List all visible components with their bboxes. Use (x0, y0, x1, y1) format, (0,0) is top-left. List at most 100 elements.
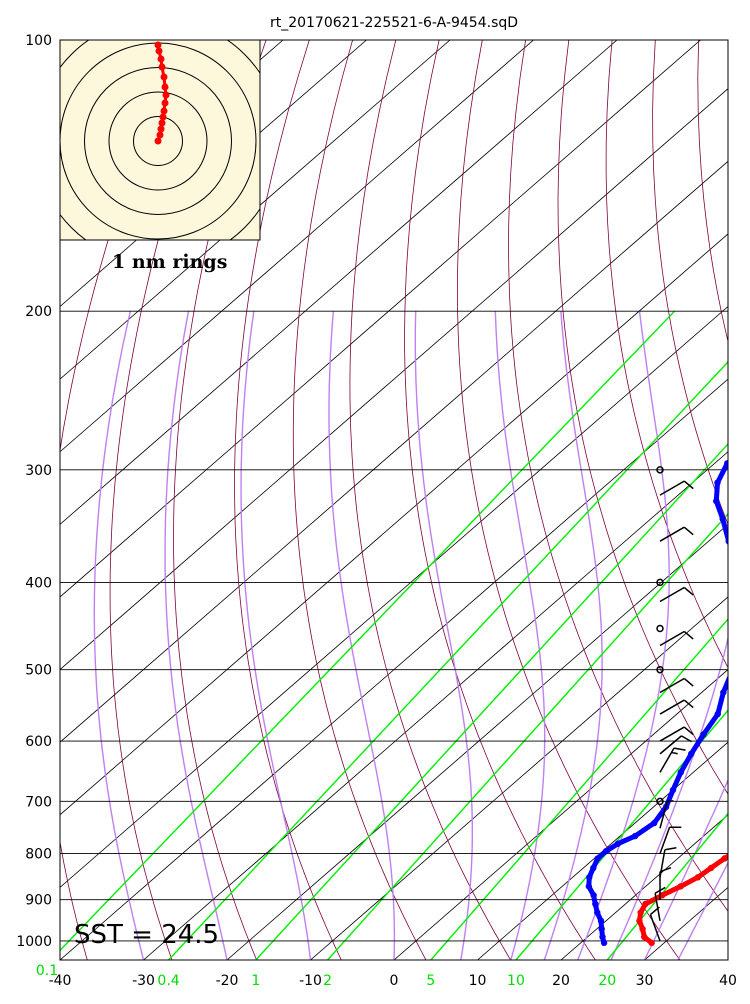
dewpoint-point (678, 769, 684, 775)
hodograph-ring-label: 1 nm rings (112, 251, 227, 273)
pressure-tick-label: 700 (25, 794, 52, 810)
temperature-point (695, 874, 701, 880)
dewpoint-point (715, 711, 721, 717)
temperature-point (636, 918, 642, 924)
mixing-ratio-tick-label: 2 (323, 973, 332, 989)
temperature-tick-label: -10 (299, 973, 322, 989)
dry-adiabat-line (698, 40, 750, 960)
dewpoint-point (590, 865, 596, 871)
hodograph-point (161, 108, 168, 115)
hodograph-point (156, 48, 163, 55)
dry-adiabat-line (742, 40, 750, 960)
hodograph-point (159, 120, 166, 127)
wind-barb (660, 848, 676, 878)
mixing-ratio-line (431, 311, 750, 960)
dry-adiabat-line (293, 40, 426, 960)
hodograph-point (157, 132, 164, 139)
dewpoint-point (651, 820, 657, 826)
temperature-point (641, 934, 647, 940)
dewpoint-point (594, 855, 600, 861)
temperature-point (721, 855, 727, 861)
mixing-ratio-tick-label: 1 (251, 973, 260, 989)
temperature-point (736, 845, 742, 851)
dewpoint-point (725, 538, 731, 544)
hodograph-point (162, 84, 169, 91)
moist-adiabat-line (94, 311, 143, 960)
hodograph-point (158, 126, 165, 133)
temperature-tick-label: 0 (390, 973, 399, 989)
dewpoint-point (603, 848, 609, 854)
dewpoint-point (730, 667, 736, 673)
dry-adiabat-line (457, 40, 680, 960)
temperature-point (637, 909, 643, 915)
wind-barb (660, 631, 693, 645)
dry-adiabat-line (350, 40, 511, 960)
moist-adiabat-line (165, 311, 227, 960)
temperature-tick-label: -20 (216, 973, 239, 989)
dewpoint-point (632, 833, 638, 839)
wind-barb (660, 679, 693, 693)
hodograph-point (155, 138, 162, 145)
dewpoint-point (713, 498, 719, 504)
dewpoint-point (594, 909, 600, 915)
temperature-point (639, 926, 645, 932)
dewpoint-point (724, 460, 730, 466)
dewpoint-point (742, 579, 748, 585)
wind-barb (660, 827, 681, 853)
dewpoint-point (599, 934, 605, 940)
hodograph-point (161, 74, 168, 81)
temperature-point (642, 901, 648, 907)
dewpoint-point (598, 926, 604, 932)
mixing-ratio-tick-label: 0.4 (157, 973, 179, 989)
pressure-tick-label: 100 (25, 33, 52, 49)
pressure-tick-label: 400 (25, 575, 52, 591)
dewpoint-point (714, 479, 720, 485)
temperature-tick-label: 10 (469, 973, 487, 989)
hodograph-point (158, 56, 165, 63)
hodograph-point (162, 100, 169, 107)
dewpoint-point (719, 516, 725, 522)
isotherm-line (311, 40, 750, 960)
isotherm-line (645, 40, 750, 960)
dewpoint-point (601, 940, 607, 946)
isotherm-line (227, 40, 750, 960)
wind-barb (660, 587, 693, 601)
dewpoint-point (720, 689, 726, 695)
mixing-ratio-tick-label: 10 (507, 973, 525, 989)
dewpoint-point (736, 642, 742, 648)
dewpoint-point (586, 874, 592, 880)
dewpoint-point (586, 883, 592, 889)
hodograph-point (155, 42, 162, 49)
dewpoint-point (700, 731, 706, 737)
chart-title: rt_20170621-225521-6-A-9454.sqD (270, 15, 518, 31)
temperature-tick-label: 40 (719, 973, 737, 989)
dewpoint-point (670, 787, 676, 793)
pressure-tick-label: 200 (25, 304, 52, 320)
dewpoint-point (615, 840, 621, 846)
temperature-point (677, 883, 683, 889)
moist-adiabat-line (728, 311, 750, 960)
hodograph-inset (36, 19, 281, 264)
pressure-tick-label: 800 (25, 847, 52, 863)
moist-adiabat-line (578, 311, 670, 960)
hodograph-point (160, 114, 167, 121)
pressure-tick-label: 1000 (16, 934, 52, 950)
mixing-ratio-tick-label: 5 (426, 973, 435, 989)
dry-adiabat-line (405, 40, 596, 960)
dewpoint-point (598, 918, 604, 924)
temperature-trace (639, 429, 750, 943)
pressure-tick-label: 900 (25, 893, 52, 909)
sst-annotation: SST = 24.5 (74, 920, 219, 950)
temperature-point (648, 940, 654, 946)
temperature-point (708, 865, 714, 871)
dewpoint-point (590, 892, 596, 898)
wind-barb (657, 625, 663, 631)
mixing-ratio-tick-label: 20 (598, 973, 616, 989)
dry-adiabat-line (653, 40, 750, 960)
temperature-tick-label: 20 (552, 973, 570, 989)
